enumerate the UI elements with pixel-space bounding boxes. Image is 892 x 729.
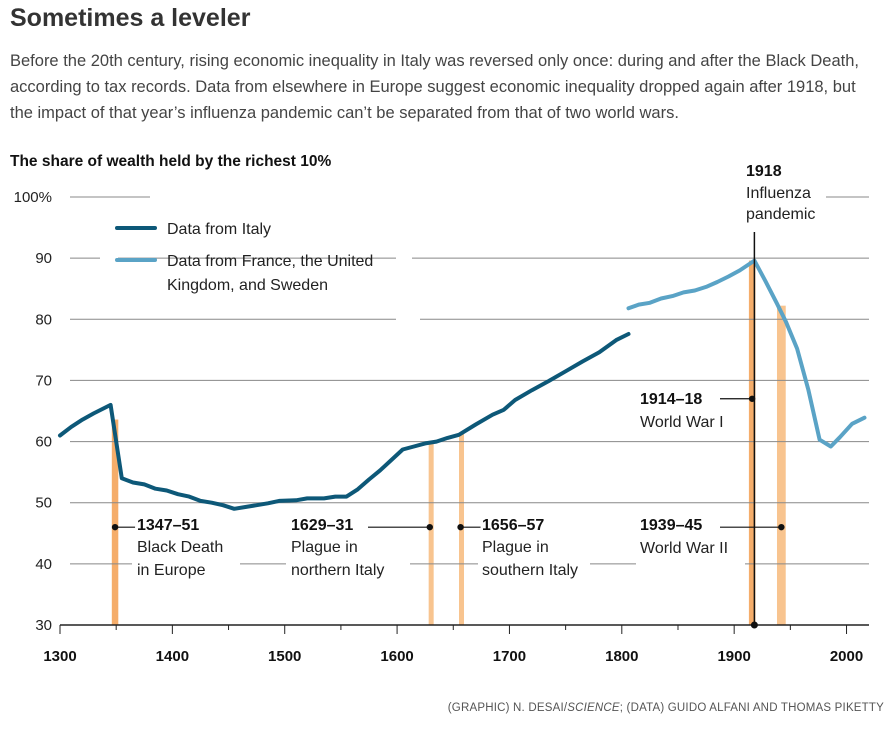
annotation-line1-0: Black Death xyxy=(137,539,223,556)
annotation-line2-5: pandemic xyxy=(746,206,815,223)
annotation-line1-5: Influenza xyxy=(746,185,811,202)
annotations: 1347–51 Black Death in Europe 1629–31 Plague… xyxy=(111,163,815,629)
x-tick-label: 1400 xyxy=(156,648,189,665)
annotation-line2-2: southern Italy xyxy=(482,562,578,579)
y-tick-label: 40 xyxy=(35,556,52,573)
legend: Data from Italy Data from France, the Uni… xyxy=(115,221,373,294)
x-tick-label: 1900 xyxy=(717,648,750,665)
credit-prefix: (GRAPHIC) N. DESAI/ xyxy=(447,702,568,714)
page-title: Sometimes a leveler xyxy=(10,4,251,32)
y-tick-label: 100% xyxy=(14,189,52,206)
annotation-line2-0: in Europe xyxy=(137,562,206,579)
event-bands xyxy=(111,260,786,625)
event-band-1 xyxy=(428,442,434,625)
x-tick-label: 2000 xyxy=(830,648,863,665)
pandemic-marker-dot xyxy=(750,621,758,629)
credit-line: (GRAPHIC) N. DESAI/SCIENCE; (DATA) GUIDO… xyxy=(448,702,884,714)
chart-title: The share of wealth held by the richest … xyxy=(10,153,332,170)
credit-suffix: ; (DATA) GUIDO ALFANI AND THOMAS PIKETTY xyxy=(619,702,884,714)
annotation-line2-1: northern Italy xyxy=(291,562,384,579)
series-line-1 xyxy=(626,258,867,449)
annotation-years-5: 1918 xyxy=(746,163,782,180)
annotation-dot-2 xyxy=(457,523,464,531)
subtitle: Before the 20th century, rising economic… xyxy=(10,52,859,122)
credit-italic: SCIENCE xyxy=(567,702,620,714)
gridlines xyxy=(70,196,869,565)
legend-label-1: Data from France, the United xyxy=(167,253,373,270)
y-tick-label: 90 xyxy=(35,250,52,267)
legend-label-1-line2: Kingdom, and Sweden xyxy=(167,277,328,294)
annotation-years-2: 1656–57 xyxy=(482,517,544,534)
y-tick-label: 50 xyxy=(35,495,52,512)
event-band-4 xyxy=(776,305,786,625)
x-tick-label: 1300 xyxy=(43,648,76,665)
y-tick-label: 60 xyxy=(35,434,52,451)
legend-label-0: Data from Italy xyxy=(167,221,271,238)
annotation-line1-1: Plague in xyxy=(291,539,358,556)
series-lines xyxy=(58,258,867,511)
annotation-line1-3: World War I xyxy=(640,414,724,431)
annotation-line1-2: Plague in xyxy=(482,539,549,556)
annotation-years-0: 1347–51 xyxy=(137,517,199,534)
y-tick-label: 80 xyxy=(35,311,52,328)
y-tick-label: 30 xyxy=(35,617,52,634)
event-band-3 xyxy=(748,260,756,625)
annotation-years-4: 1939–45 xyxy=(640,517,702,534)
series-line-0 xyxy=(58,332,631,511)
annotation-years-1: 1629–31 xyxy=(291,517,353,534)
axes: 40 50 60 70 80 90 100% 30 1300 1400 1500 1600 1700 18… xyxy=(14,189,869,665)
x-tick-label: 1700 xyxy=(493,648,526,665)
annotation-years-3: 1914–18 xyxy=(640,391,702,408)
x-tick-label: 1800 xyxy=(605,648,638,665)
x-tick-label: 1600 xyxy=(380,648,413,665)
y-tick-label: 70 xyxy=(35,372,52,389)
event-band-0 xyxy=(111,419,119,625)
annotation-line1-4: World War II xyxy=(640,540,728,557)
x-tick-label: 1500 xyxy=(268,648,301,665)
